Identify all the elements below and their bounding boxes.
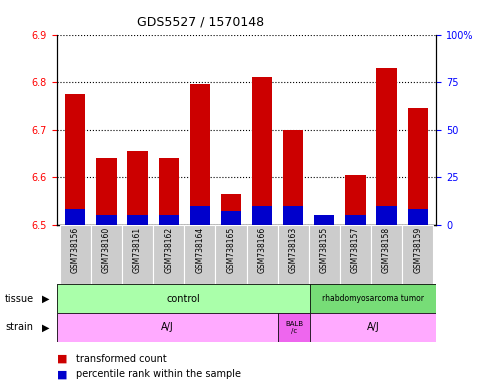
Bar [314, 215, 334, 225]
FancyBboxPatch shape [278, 313, 310, 342]
Bar [408, 209, 428, 225]
Text: GSM738164: GSM738164 [195, 227, 204, 273]
FancyBboxPatch shape [371, 225, 402, 284]
Text: strain: strain [5, 322, 33, 333]
FancyBboxPatch shape [153, 225, 184, 284]
FancyBboxPatch shape [60, 225, 91, 284]
Bar [96, 215, 116, 225]
FancyBboxPatch shape [309, 225, 340, 284]
Bar [65, 209, 85, 225]
Bar [159, 158, 179, 225]
Text: GSM738160: GSM738160 [102, 227, 111, 273]
Text: ▶: ▶ [42, 293, 49, 304]
Bar [345, 215, 365, 225]
Bar [221, 194, 241, 225]
Text: GSM738161: GSM738161 [133, 227, 142, 273]
FancyBboxPatch shape [278, 225, 309, 284]
Bar [283, 129, 303, 225]
Text: tissue: tissue [5, 293, 34, 304]
FancyBboxPatch shape [246, 225, 278, 284]
Text: GSM738159: GSM738159 [413, 227, 422, 273]
Bar [252, 77, 272, 225]
Text: GSM738155: GSM738155 [320, 227, 329, 273]
Bar [128, 215, 148, 225]
Bar [190, 205, 210, 225]
Text: ▶: ▶ [42, 322, 49, 333]
Text: control: control [166, 293, 200, 304]
Bar [408, 108, 428, 225]
Bar [159, 215, 179, 225]
Text: A/J: A/J [367, 322, 380, 333]
FancyBboxPatch shape [57, 284, 436, 313]
Bar [128, 151, 148, 225]
Bar [377, 205, 397, 225]
FancyBboxPatch shape [184, 225, 215, 284]
Text: ■: ■ [57, 369, 67, 379]
FancyBboxPatch shape [57, 284, 310, 313]
Bar [221, 211, 241, 225]
Text: GSM738163: GSM738163 [289, 227, 298, 273]
FancyBboxPatch shape [310, 313, 436, 342]
Bar [345, 175, 365, 225]
Text: percentile rank within the sample: percentile rank within the sample [76, 369, 242, 379]
FancyBboxPatch shape [310, 284, 436, 313]
Bar [96, 158, 116, 225]
Bar [377, 68, 397, 225]
Text: transformed count: transformed count [76, 354, 167, 364]
Text: GSM738156: GSM738156 [71, 227, 80, 273]
Text: rhabdomyosarcoma tumor: rhabdomyosarcoma tumor [322, 294, 424, 303]
FancyBboxPatch shape [402, 225, 433, 284]
Text: ■: ■ [57, 354, 67, 364]
FancyBboxPatch shape [340, 225, 371, 284]
FancyBboxPatch shape [91, 225, 122, 284]
Text: GDS5527 / 1570148: GDS5527 / 1570148 [138, 15, 265, 28]
FancyBboxPatch shape [122, 225, 153, 284]
Text: GSM738157: GSM738157 [351, 227, 360, 273]
Text: A/J: A/J [161, 322, 174, 333]
Text: GSM738162: GSM738162 [164, 227, 173, 273]
Bar [65, 94, 85, 225]
FancyBboxPatch shape [57, 313, 278, 342]
FancyBboxPatch shape [215, 225, 246, 284]
Text: GSM738158: GSM738158 [382, 227, 391, 273]
Text: GSM738166: GSM738166 [257, 227, 267, 273]
Text: BALB
/c: BALB /c [285, 321, 303, 334]
Bar [190, 84, 210, 225]
Text: GSM738165: GSM738165 [226, 227, 236, 273]
FancyBboxPatch shape [57, 313, 436, 342]
Bar [314, 215, 334, 225]
Bar [252, 205, 272, 225]
Bar [283, 205, 303, 225]
